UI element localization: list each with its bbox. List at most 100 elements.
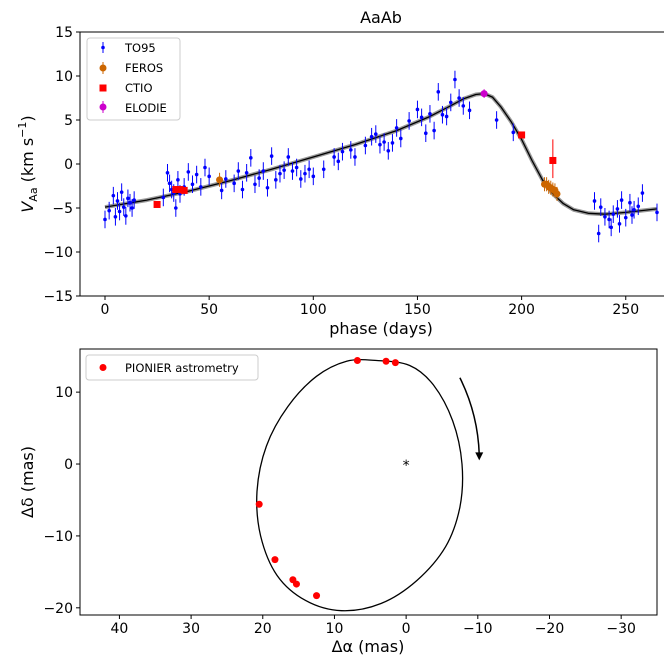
rv-point-to95 xyxy=(161,195,166,200)
rv-point-to95 xyxy=(236,169,241,173)
rv-legend-box xyxy=(86,37,181,121)
rv-point-to95 xyxy=(121,205,126,209)
rv-point-to95 xyxy=(640,191,645,195)
rv-point-to95 xyxy=(115,199,120,203)
rv-point-to95 xyxy=(186,170,191,174)
rv-point-to95 xyxy=(630,213,634,217)
rv-point-to95 xyxy=(194,172,199,177)
rv-point-to95 xyxy=(286,155,291,159)
rv-point-to95 xyxy=(249,156,253,160)
rv-point-ctio xyxy=(172,186,180,194)
rv-legend-marker-to95 xyxy=(101,45,105,50)
rv-model-curve xyxy=(104,91,658,217)
rv-y-label-subscript: Aa xyxy=(27,187,40,201)
rv-point-to95 xyxy=(240,187,245,192)
rv-point-to95 xyxy=(199,185,203,189)
rv-point-to95 xyxy=(440,112,445,117)
rv-point-to95 xyxy=(619,198,624,202)
rv-point-ctio xyxy=(180,186,188,194)
rv-point-to95 xyxy=(265,185,270,190)
rv-legend-label-feros: FEROS xyxy=(125,61,163,75)
orbit-point-pionier xyxy=(271,556,279,564)
rv-model-band xyxy=(104,91,658,217)
rv-point-to95 xyxy=(453,77,457,82)
rv-point-to95 xyxy=(257,176,261,180)
rv-y-label-units-exponent: −1 xyxy=(16,122,29,138)
rv-y-tick-label: 0 xyxy=(64,157,73,173)
orbit-legend-label: PIONIER astrometry xyxy=(125,361,239,375)
rv-y-axis-ticks: −15 −10 −5 0 5 10 15 xyxy=(43,25,80,305)
rv-point-ctio xyxy=(153,200,161,208)
rv-point-to95 xyxy=(419,115,424,120)
rv-point-to95 xyxy=(332,155,336,159)
rv-clip-content xyxy=(103,70,659,243)
rv-y-tick-label: −15 xyxy=(43,289,73,305)
orbit-point-pionier xyxy=(292,580,300,588)
rv-point-to95 xyxy=(428,112,432,116)
rv-point-to95 xyxy=(278,171,282,176)
rv-panel: AaAb 0 50 100 150 200 250 −15 −10 −5 0 5 10 15 phas… xyxy=(16,8,664,338)
rv-point-to95 xyxy=(299,177,303,181)
orbit-x-tick-label: 10 xyxy=(326,621,344,637)
rv-point-to95 xyxy=(340,149,345,154)
orbit-plot-frame xyxy=(79,348,658,616)
rv-point-to95 xyxy=(107,208,111,213)
rv-legend-label-to95: TO95 xyxy=(124,41,156,55)
rv-point-to95 xyxy=(617,222,622,226)
rv-point-to95 xyxy=(457,96,461,100)
rv-point-to95 xyxy=(390,141,395,145)
orbit-direction-arrow xyxy=(459,377,480,455)
orbit-x-tick-label: 40 xyxy=(111,621,129,637)
rv-point-to95 xyxy=(632,207,636,212)
rv-point-to95 xyxy=(461,104,466,108)
rv-point-to95 xyxy=(448,100,453,105)
orbit-direction-arrowhead xyxy=(475,452,484,461)
orbit-x-tick-label: 20 xyxy=(254,621,272,637)
rv-point-ctio xyxy=(176,186,184,194)
rv-point-to95 xyxy=(398,136,403,141)
rv-x-axis-ticks: 0 50 100 150 200 250 xyxy=(101,296,639,318)
rv-point-to95 xyxy=(269,154,274,158)
rv-point-to95 xyxy=(382,140,386,144)
orbit-point-pionier xyxy=(353,357,361,365)
rv-point-to95 xyxy=(511,130,516,135)
rv-legend: TO95 FEROS CTIO ELODIE xyxy=(86,37,181,121)
rv-y-tick-label: 5 xyxy=(64,113,73,129)
rv-point-to95 xyxy=(609,225,613,230)
orbit-point-pionier xyxy=(255,500,263,508)
rv-point-to95 xyxy=(190,182,195,187)
rv-point-to95 xyxy=(321,167,326,172)
orbit-ellipse xyxy=(256,358,464,612)
orbit-legend: PIONIER astrometry xyxy=(85,354,259,381)
rv-point-to95 xyxy=(407,119,411,123)
rv-point-to95 xyxy=(373,132,378,136)
orbit-y-tick-label: −10 xyxy=(43,529,73,545)
rv-x-tick-label: 0 xyxy=(101,302,110,318)
rv-point-to95 xyxy=(598,205,603,209)
rv-point-to95 xyxy=(596,231,601,236)
rv-point-to95 xyxy=(274,178,278,182)
rv-point-to95 xyxy=(261,169,266,173)
rv-x-axis-label: phase (days) xyxy=(329,319,433,338)
rv-point-to95 xyxy=(636,204,641,209)
rv-point-to95 xyxy=(119,190,124,194)
rv-point-to95 xyxy=(628,200,632,205)
rv-x-tick-label: 100 xyxy=(300,302,327,318)
orbit-x-axis-ticks: 40 30 20 10 0 −10 −20 −30 xyxy=(111,615,636,637)
rv-legend-label-ctio: CTIO xyxy=(125,81,153,95)
rv-y-tick-label: −10 xyxy=(43,245,73,261)
rv-legend-marker-feros xyxy=(99,64,107,72)
orbit-point-pionier xyxy=(313,592,321,600)
orbit-point-pionier xyxy=(382,357,390,365)
rv-y-tick-label: −5 xyxy=(52,201,73,217)
rv-point-to95 xyxy=(394,126,399,130)
rv-point-to95 xyxy=(103,217,107,222)
rv-point-to95 xyxy=(132,198,136,202)
orbit-x-tick-label: 30 xyxy=(182,621,200,637)
rv-point-to95 xyxy=(165,171,170,175)
rv-point-to95 xyxy=(174,206,178,210)
orbit-x-tick-label: −30 xyxy=(606,621,636,637)
rv-point-to95 xyxy=(336,159,341,164)
rv-data-points xyxy=(103,70,659,243)
